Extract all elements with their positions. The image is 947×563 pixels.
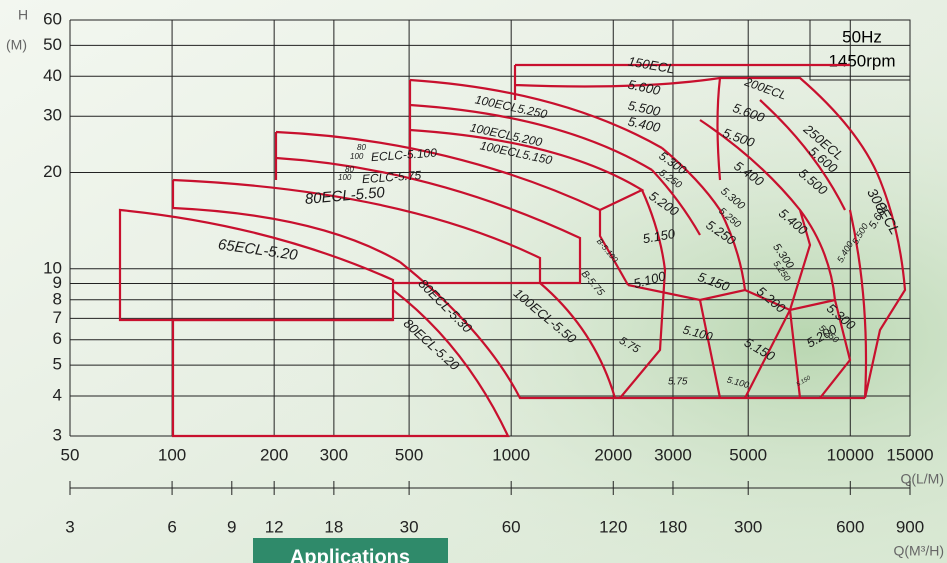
y-tick-label: 50 xyxy=(43,35,62,54)
x2-tick-label: 9 xyxy=(227,517,236,536)
region-label: 5.400 xyxy=(627,114,663,136)
info-box xyxy=(809,19,911,81)
x2-tick-label: 300 xyxy=(734,517,762,536)
regions xyxy=(118,63,907,438)
region-outline xyxy=(274,130,629,286)
y-tick-label: 3 xyxy=(53,425,62,444)
x2-tick-label: 180 xyxy=(659,517,687,536)
x2-tick-label: 12 xyxy=(265,517,284,536)
region-outline xyxy=(619,147,747,399)
x2-tick-label: 18 xyxy=(324,517,343,536)
x2-tick-label: 900 xyxy=(896,517,924,536)
region-outline xyxy=(408,78,663,211)
y-tick-label: 4 xyxy=(53,386,62,405)
region-label: 80ECL-5.50 xyxy=(304,184,386,208)
x2-tick-label: 60 xyxy=(502,517,521,536)
x-tick-label: 2000 xyxy=(594,445,632,464)
x-tick-label: 50 xyxy=(61,445,80,464)
x-tick-label: 100 xyxy=(158,445,186,464)
x-tick-label: 15000 xyxy=(886,445,933,464)
x2-tick-label: 600 xyxy=(836,517,864,536)
frequency: 50Hz xyxy=(842,27,882,46)
x-tick-label: 200 xyxy=(260,445,288,464)
region-label: 100 xyxy=(338,173,352,182)
y-tick-label: 7 xyxy=(53,308,62,327)
x-tick-label: 3000 xyxy=(654,445,692,464)
x2-tick-label: 30 xyxy=(400,517,419,536)
region-outline xyxy=(513,63,882,181)
region-outline xyxy=(171,178,617,399)
applications-button-label[interactable]: Applications xyxy=(290,546,410,563)
applications-button[interactable] xyxy=(253,538,448,563)
region-label: 80 xyxy=(345,165,354,174)
region-label: 5.75 xyxy=(668,377,688,388)
region-outline xyxy=(171,289,510,438)
y-tick-label: 60 xyxy=(43,9,62,28)
x2-tick-label: 120 xyxy=(599,517,627,536)
speed: 1450rpm xyxy=(828,51,895,70)
y-tick-label: 5 xyxy=(53,355,62,374)
x2-axis-label: Q(M³/H) xyxy=(893,543,944,559)
y-tick-label: 40 xyxy=(43,66,62,85)
x-tick-label: 1000 xyxy=(492,445,530,464)
y-tick-label: 20 xyxy=(43,162,62,181)
region-outline xyxy=(399,261,865,400)
region-label: 80 xyxy=(357,143,366,152)
x-tick-label: 500 xyxy=(395,445,423,464)
region-outline xyxy=(627,179,907,399)
region-label: ECLC-5.75 xyxy=(361,168,422,186)
y-tick-label: 6 xyxy=(53,329,62,348)
region-label: 5.500 xyxy=(627,98,663,120)
x-tick-label: 10000 xyxy=(827,445,874,464)
region-label: ECLC-5.100 xyxy=(370,146,437,165)
y-axis-unit: (M) xyxy=(6,37,27,53)
region-label: 5.600 xyxy=(627,77,663,99)
y-tick-label: 10 xyxy=(43,258,62,277)
region-label: 100 xyxy=(350,152,364,161)
y-tick-label: 9 xyxy=(53,273,62,292)
y-tick-label: 30 xyxy=(43,106,62,125)
region-label: 5.150 xyxy=(642,226,677,247)
region-outline xyxy=(118,208,395,322)
x2-tick-label: 3 xyxy=(65,517,74,536)
y-tick-label: 8 xyxy=(53,289,62,308)
x-axis-label: Q(L/M) xyxy=(900,471,944,487)
x2-tick-label: 6 xyxy=(167,517,176,536)
y-axis-label: H xyxy=(18,7,28,23)
region-outline xyxy=(699,99,846,399)
x-tick-label: 5000 xyxy=(729,445,767,464)
x-tick-label: 300 xyxy=(320,445,348,464)
